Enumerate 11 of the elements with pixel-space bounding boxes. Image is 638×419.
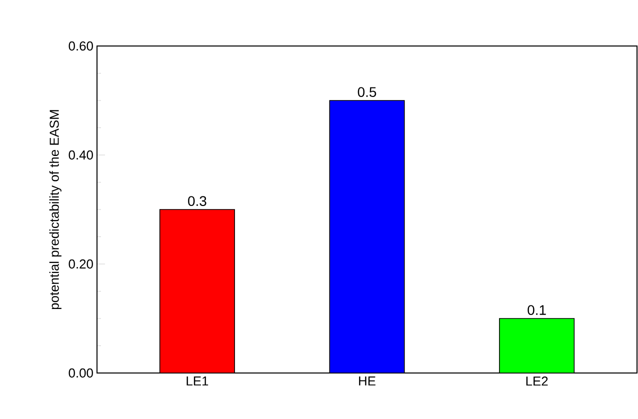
y-tick-label: 0.20 <box>68 259 93 269</box>
y-axis-title: potential predictability of the EASM <box>49 110 62 310</box>
x-tick-label: HE <box>359 376 376 386</box>
x-tick-label: LE1 <box>186 376 208 386</box>
data-label: 0.3 <box>188 196 206 206</box>
x-tick-label: LE2 <box>526 376 548 386</box>
data-label: 0.5 <box>358 87 376 97</box>
data-label: 0.1 <box>528 305 546 315</box>
y-tick-label: 0.60 <box>68 41 93 51</box>
y-tick-label: 0.00 <box>68 368 93 378</box>
y-tick-label: 0.40 <box>68 150 93 160</box>
